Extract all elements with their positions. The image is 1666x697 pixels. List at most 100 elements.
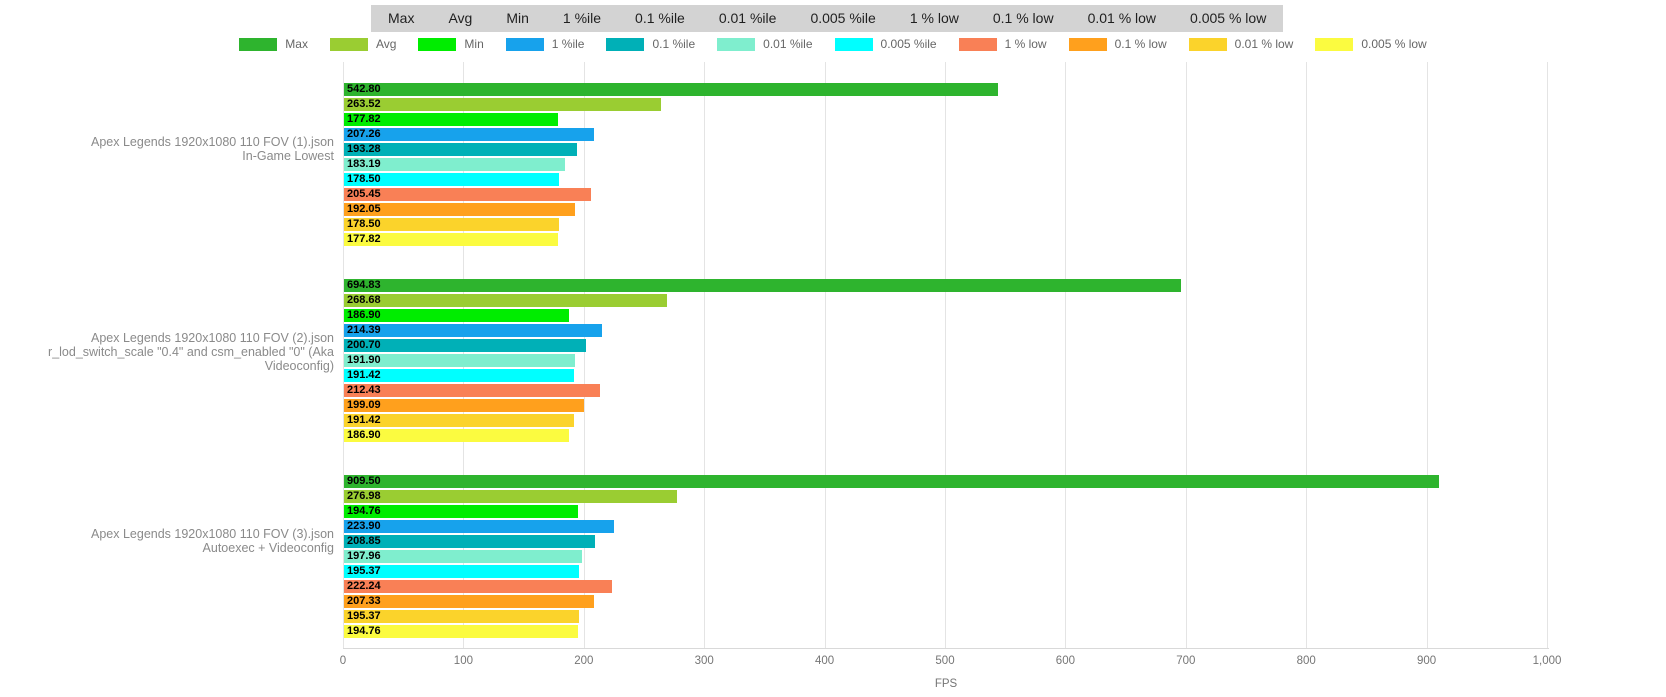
toolbar-item-1-low[interactable]: 1 % low — [909, 10, 959, 26]
category-label-line: In-Game Lowest — [242, 149, 334, 163]
bar-0-01-ile: 191.90 — [344, 354, 576, 367]
bar-value-label: 192.05 — [347, 203, 381, 215]
bar-value-label: 194.76 — [347, 505, 381, 517]
x-tick-label: 800 — [1296, 655, 1316, 667]
bar-value-label: 207.33 — [347, 595, 381, 607]
legend-item-0-1-low[interactable]: 0.1 % low — [1068, 37, 1167, 51]
bar-1-ile: 207.26 — [344, 128, 594, 141]
bar-value-label: 191.90 — [347, 354, 381, 366]
legend-swatch-icon — [239, 37, 278, 51]
bar-0-01-low: 195.37 — [344, 610, 580, 623]
bar-group-3: 909.50 276.98 194.76 223.90 208.85 197.96 195.… — [344, 475, 1549, 640]
legend-item-max[interactable]: Max — [239, 37, 308, 51]
category-label-line: Apex Legends 1920x1080 110 FOV (2).json — [91, 331, 334, 345]
bar-1-low: 222.24 — [344, 580, 612, 593]
legend-swatch-icon — [834, 37, 873, 51]
x-axis: 0 100 200 300 400 500 600 700 800 900 1,000 — [340, 655, 1562, 669]
bar-group-2: 694.83 268.68 186.90 214.39 200.70 191.90 191.… — [344, 279, 1549, 444]
bar-min: 186.90 — [344, 309, 570, 322]
toolbar-item-0-1-low[interactable]: 0.1 % low — [992, 10, 1054, 26]
legend-label: 0.1 % low — [1114, 37, 1167, 51]
bar-value-label: 199.09 — [347, 399, 381, 411]
category-label-line: Autoexec + Videoconfig — [202, 541, 334, 555]
bar-0-1-low: 199.09 — [344, 399, 584, 412]
bar-value-label: 200.70 — [347, 339, 381, 351]
bar-value-label: 214.39 — [347, 324, 381, 336]
category-label-line: Apex Legends 1920x1080 110 FOV (3).json — [91, 527, 334, 541]
x-tick-label: 700 — [1176, 655, 1196, 667]
bar-value-label: 186.90 — [347, 309, 381, 321]
x-tick-label: 1,000 — [1532, 655, 1562, 667]
gridline — [704, 62, 706, 648]
bar-value-label: 208.85 — [347, 535, 381, 547]
bar-1-ile: 223.90 — [344, 520, 614, 533]
x-tick-label: 500 — [935, 655, 955, 667]
bar-0-005-low: 186.90 — [344, 429, 570, 442]
legend-item-min[interactable]: Min — [418, 37, 484, 51]
x-tick-label: 400 — [815, 655, 835, 667]
legend-label: 0.01 % low — [1234, 37, 1294, 51]
legend-item-0-1-ile[interactable]: 0.1 %ile — [606, 37, 695, 51]
gridline — [343, 62, 344, 648]
bar-1-low: 205.45 — [344, 188, 592, 201]
bar-value-label: 694.83 — [347, 279, 381, 291]
legend-swatch-icon — [1315, 37, 1354, 51]
toolbar-item-0-005-ile[interactable]: 0.005 %ile — [810, 10, 876, 26]
toolbar-item-min[interactable]: Min — [506, 10, 529, 26]
bar-max: 694.83 — [344, 279, 1181, 292]
bar-value-label: 207.26 — [347, 128, 381, 140]
gridline — [1306, 62, 1308, 648]
bar-value-label: 186.90 — [347, 429, 381, 441]
bar-value-label: 276.98 — [347, 490, 381, 502]
bar-0-1-low: 207.33 — [344, 595, 594, 608]
bar-avg: 263.52 — [344, 98, 662, 111]
legend-item-0-005-ile[interactable]: 0.005 %ile — [834, 37, 937, 51]
bar-0-005-low: 177.82 — [344, 233, 559, 246]
toolbar-item-max[interactable]: Max — [388, 10, 415, 26]
legend-label: 0.005 %ile — [880, 37, 937, 51]
gridline — [945, 62, 946, 648]
legend-item-0-01-ile[interactable]: 0.01 %ile — [717, 37, 813, 51]
bar-value-label: 195.37 — [347, 610, 381, 622]
gridline — [1065, 62, 1067, 648]
bar-avg: 276.98 — [344, 490, 678, 503]
bar-min: 194.76 — [344, 505, 579, 518]
legend-item-0-01-low[interactable]: 0.01 % low — [1188, 37, 1294, 51]
toolbar-item-avg[interactable]: Avg — [448, 10, 473, 26]
legend-label: 0.005 % low — [1361, 37, 1427, 51]
legend-label: 1 %ile — [551, 37, 585, 51]
category-label-3: Apex Legends 1920x1080 110 FOV (3).json A… — [0, 527, 334, 555]
category-label-line: Apex Legends 1920x1080 110 FOV (1).json — [91, 135, 334, 149]
legend-item-avg[interactable]: Avg — [329, 37, 397, 51]
bar-1-low: 212.43 — [344, 384, 600, 397]
toolbar-item-0-01-low[interactable]: 0.01 % low — [1087, 10, 1157, 26]
legend-item-1-low[interactable]: 1 % low — [958, 37, 1047, 51]
legend-swatch-icon — [329, 37, 368, 51]
bar-0-1-ile: 193.28 — [344, 143, 577, 156]
legend-swatch-icon — [717, 37, 756, 51]
x-tick-label: 200 — [574, 655, 594, 667]
toolbar-item-0-01-ile[interactable]: 0.01 %ile — [718, 10, 777, 26]
legend-label: Avg — [375, 37, 397, 51]
legend-item-0-005-low[interactable]: 0.005 % low — [1315, 37, 1427, 51]
legend-item-1-ile[interactable]: 1 %ile — [505, 37, 585, 51]
toolbar-item-0-1-ile[interactable]: 0.1 %ile — [635, 10, 685, 26]
category-label-2: Apex Legends 1920x1080 110 FOV (2).json r… — [0, 331, 334, 373]
toolbar-item-0-005-low[interactable]: 0.005 % low — [1190, 10, 1267, 26]
chart-legend: Max Avg Min 1 %ile 0.1 %ile 0.01 %ile 0.005 %i… — [0, 37, 1666, 51]
bar-value-label: 263.52 — [347, 98, 381, 110]
bar-value-label: 212.43 — [347, 384, 381, 396]
x-tick-label: 300 — [694, 655, 714, 667]
bar-value-label: 205.45 — [347, 188, 381, 200]
bar-value-label: 909.50 — [347, 475, 381, 487]
legend-label: Max — [285, 37, 308, 51]
gridline — [1547, 62, 1548, 648]
legend-label: 1 % low — [1004, 37, 1047, 51]
bar-value-label: 197.96 — [347, 550, 381, 562]
bar-max: 542.80 — [344, 83, 998, 96]
bar-value-label: 177.82 — [347, 113, 381, 125]
category-label-1: Apex Legends 1920x1080 110 FOV (1).json I… — [0, 135, 334, 163]
bar-value-label: 183.19 — [347, 158, 381, 170]
bar-0-01-low: 191.42 — [344, 414, 575, 427]
toolbar-item-1-ile[interactable]: 1 %ile — [562, 10, 602, 26]
